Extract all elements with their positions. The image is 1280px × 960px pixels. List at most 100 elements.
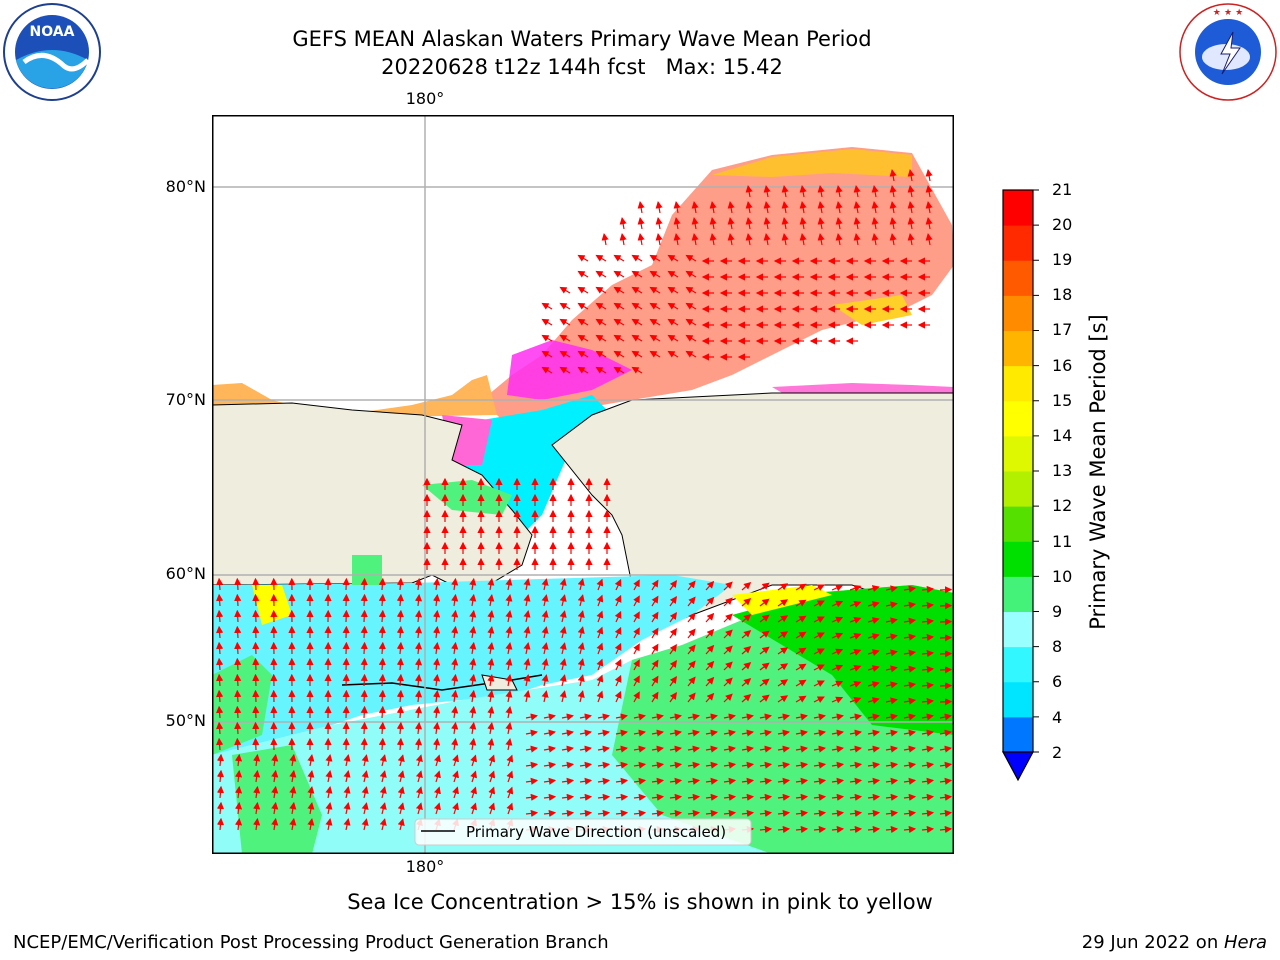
wave-arrow (631, 366, 643, 374)
wave-arrow (523, 690, 531, 703)
colorbar-tick: 4 (1052, 708, 1063, 727)
wave-arrow (921, 793, 935, 801)
wave-arrow (396, 721, 404, 735)
wave-arrow (777, 663, 789, 671)
wave-arrow (925, 233, 933, 246)
wave-arrow (541, 334, 553, 342)
wave-arrow (741, 662, 752, 671)
wave-arrow (559, 334, 571, 342)
wave-arrow (781, 233, 789, 246)
wave-arrow (813, 777, 827, 785)
wave-arrow (451, 625, 459, 639)
wave-arrow (831, 793, 845, 801)
wave-arrow (631, 286, 643, 294)
wave-arrow (727, 217, 735, 230)
wave-arrow (360, 625, 368, 639)
wave-arrow (433, 705, 441, 719)
wave-arrow (469, 625, 477, 639)
wave-arrow (252, 593, 260, 607)
wave-arrow (939, 777, 953, 785)
wave-arrow (506, 786, 514, 799)
wave-arrow (687, 628, 696, 639)
wave-arrow (470, 786, 477, 799)
colorbar-segment (1003, 716, 1033, 753)
wave-arrow (252, 657, 260, 671)
wave-arrow (903, 681, 917, 689)
wave-arrow (577, 658, 585, 671)
wave-arrow (795, 809, 809, 817)
wave-arrow (378, 577, 386, 591)
wave-arrow (799, 201, 807, 214)
wave-arrow (831, 584, 844, 592)
wave-arrow (817, 233, 825, 246)
wave-arrow (614, 578, 622, 591)
wave-arrow (601, 233, 609, 246)
wave-arrow (651, 595, 659, 607)
wave-arrow (541, 594, 549, 607)
wave-arrow (649, 270, 661, 278)
wave-arrow (415, 786, 423, 799)
wave-arrow (234, 801, 243, 815)
wave-arrow (835, 217, 843, 230)
wave-arrow (687, 713, 700, 721)
wave-arrow (451, 737, 459, 751)
wave-arrow (523, 626, 531, 639)
wave-arrow (216, 593, 224, 607)
wave-arrow (867, 825, 881, 834)
wave-arrow (669, 596, 677, 607)
wave-arrow (252, 641, 260, 655)
wave-arrow (234, 673, 242, 687)
wave-arrow (867, 793, 881, 801)
wave-arrow (849, 648, 862, 656)
wave-arrow (541, 642, 549, 655)
wave-arrow (595, 366, 607, 374)
wave-arrow (253, 769, 261, 783)
wave-arrow (669, 676, 677, 687)
wave-arrow (561, 809, 575, 817)
wave-arrow (687, 777, 701, 785)
wave-arrow (903, 697, 917, 705)
wave-arrow (655, 201, 663, 214)
wave-arrow (939, 745, 952, 753)
wave-arrow (777, 825, 791, 834)
wave-arrow (651, 793, 665, 801)
wave-arrow (561, 729, 574, 737)
wave-arrow (216, 769, 225, 783)
wave-arrow (631, 334, 643, 342)
wave-arrow (727, 233, 735, 246)
wave-arrow (361, 770, 369, 783)
wave-arrow (307, 754, 315, 767)
wave-arrow (470, 802, 477, 815)
wave-arrow (687, 580, 696, 591)
wave-arrow (889, 201, 897, 214)
wave-arrow (849, 745, 862, 753)
wave-arrow (234, 737, 242, 751)
wave-arrow (795, 631, 807, 639)
wave-arrow (849, 729, 862, 737)
wave-arrow (667, 334, 679, 342)
wave-arrow (505, 706, 513, 719)
wave-arrow (799, 233, 807, 246)
wave-arrow (741, 713, 754, 721)
wave-arrow (253, 817, 261, 831)
wave-arrow (525, 729, 538, 737)
wave-arrow (619, 217, 627, 230)
wave-arrow (378, 657, 386, 671)
wave-arrow (799, 185, 807, 198)
wave-arrow (596, 658, 604, 671)
wave-arrow (541, 610, 549, 623)
wave-arrow (723, 581, 733, 591)
wave-arrow (307, 818, 315, 831)
wave-arrow (378, 673, 386, 687)
wave-arrow (631, 350, 643, 358)
wave-arrow (687, 809, 701, 817)
wave-arrow (813, 616, 825, 623)
wave-arrow (216, 689, 224, 703)
wave-arrow (907, 217, 915, 230)
wave-arrow (831, 600, 844, 608)
wave-arrow (541, 578, 549, 591)
wave-arrow (614, 674, 622, 687)
wave-arrow (795, 647, 807, 655)
wave-arrow (396, 689, 404, 703)
wave-arrow (579, 729, 592, 737)
